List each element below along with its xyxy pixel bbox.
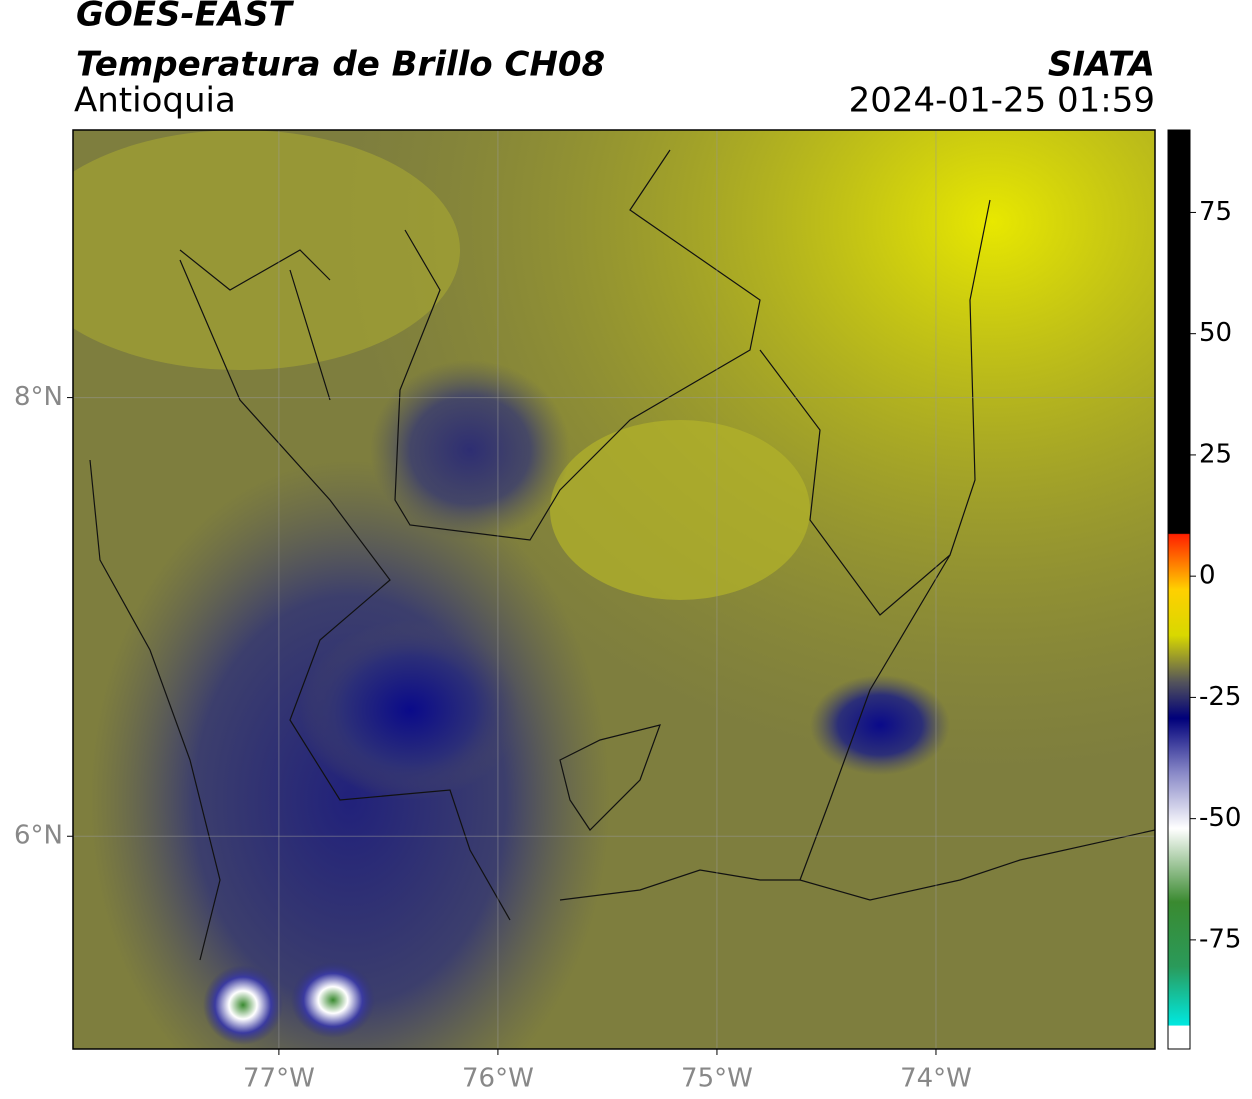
colorbar-tick-label: -75 bbox=[1199, 924, 1241, 954]
colorbar-tick-label: 75 bbox=[1199, 197, 1232, 227]
colorbar-tick-label: -50 bbox=[1199, 803, 1241, 833]
x-tick-label: 77°W bbox=[243, 1064, 315, 1094]
y-tick-label: 8°N bbox=[14, 382, 63, 412]
colorbar-tick-label: 0 bbox=[1199, 561, 1216, 591]
colorbar-tick-label: -25 bbox=[1199, 682, 1241, 712]
colorbar-tick-label: 50 bbox=[1199, 318, 1232, 348]
x-tick-label: 76°W bbox=[462, 1064, 534, 1094]
header: GOES-EAST Temperatura de Brillo CH08 Ant… bbox=[74, 0, 1155, 121]
source: SIATA bbox=[1048, 45, 1155, 85]
region: Antioquia bbox=[74, 81, 236, 121]
map-image bbox=[73, 130, 1155, 1049]
colorbar bbox=[1167, 129, 1191, 1050]
subtitle: Temperatura de Brillo CH08 bbox=[76, 45, 605, 85]
y-tick-label: 6°N bbox=[14, 821, 63, 851]
grid bbox=[73, 130, 1155, 1049]
colorbar-tick-label: 25 bbox=[1199, 439, 1232, 469]
map-frame bbox=[72, 129, 1156, 1050]
datetime: 2024-01-25 01:59 bbox=[849, 81, 1155, 121]
x-tick-label: 75°W bbox=[681, 1064, 753, 1094]
x-tick-label: 74°W bbox=[900, 1064, 972, 1094]
title: GOES-EAST bbox=[76, 0, 295, 35]
